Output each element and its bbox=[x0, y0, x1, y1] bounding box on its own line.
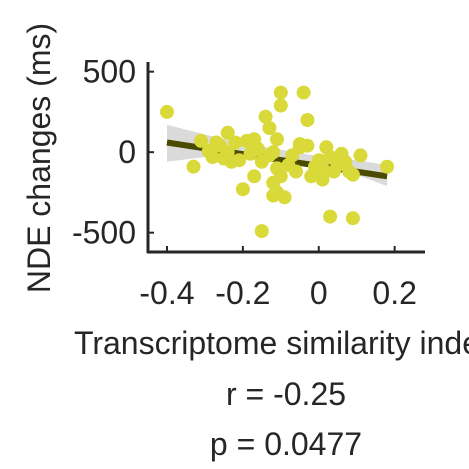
data-point bbox=[315, 172, 330, 187]
x-axis-label: Transcriptome similarity index bbox=[74, 325, 469, 361]
data-point bbox=[251, 141, 265, 156]
data-points-layer bbox=[160, 85, 395, 239]
x-tick-label: 0 bbox=[310, 275, 328, 311]
data-point bbox=[247, 169, 262, 184]
data-point bbox=[254, 224, 269, 239]
correlation-r-label: r = -0.25 bbox=[226, 376, 346, 412]
data-point bbox=[345, 167, 360, 182]
x-tick-label: -0.4 bbox=[139, 275, 194, 311]
data-point bbox=[296, 85, 311, 100]
data-point bbox=[270, 132, 284, 147]
x-tick-label: 0.2 bbox=[372, 275, 416, 311]
data-point bbox=[323, 209, 338, 224]
data-point bbox=[315, 161, 330, 176]
y-tick-label: 500 bbox=[83, 54, 136, 90]
data-point bbox=[258, 109, 273, 124]
y-tick-label: 0 bbox=[118, 134, 136, 170]
p-value-label: p = 0.0477 bbox=[210, 426, 362, 462]
data-point bbox=[232, 153, 247, 168]
y-axis-label: NDE changes (ms) bbox=[21, 23, 57, 293]
tick-labels-layer: -0.4 -0.2 0 0.2 -500 0 500 bbox=[72, 54, 417, 311]
data-point bbox=[235, 182, 250, 197]
data-point bbox=[220, 125, 235, 140]
data-point bbox=[300, 113, 315, 127]
data-point bbox=[194, 133, 209, 148]
y-tick-label: -500 bbox=[72, 215, 136, 251]
data-point bbox=[345, 211, 360, 226]
data-point bbox=[273, 169, 288, 184]
axes-layer bbox=[146, 62, 425, 254]
data-point bbox=[273, 85, 288, 100]
data-point bbox=[277, 190, 292, 205]
data-point bbox=[273, 98, 288, 113]
data-point bbox=[289, 164, 303, 179]
data-point bbox=[160, 104, 174, 119]
data-point bbox=[262, 121, 277, 135]
data-point bbox=[266, 145, 281, 160]
x-tick-label: -0.2 bbox=[215, 275, 270, 311]
data-point bbox=[300, 138, 315, 153]
data-point bbox=[205, 150, 220, 164]
data-point bbox=[228, 135, 243, 150]
data-point bbox=[380, 159, 395, 174]
data-point bbox=[186, 159, 201, 174]
data-point bbox=[353, 148, 368, 163]
